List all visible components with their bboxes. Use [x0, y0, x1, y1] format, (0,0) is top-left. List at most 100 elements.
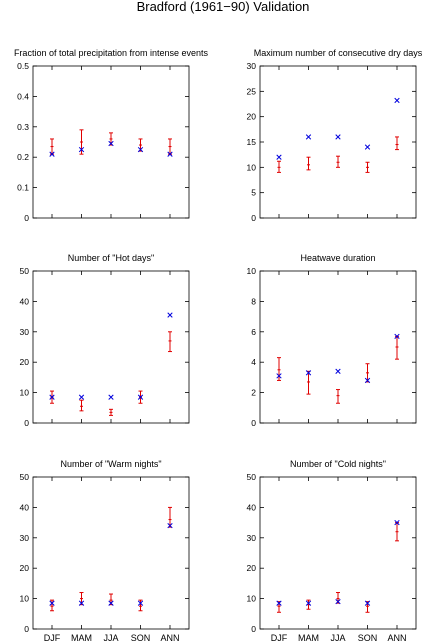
model-errorbar [277, 160, 281, 173]
observed-point [108, 394, 114, 400]
observed-point [394, 97, 400, 104]
y-tick-label: 10 [20, 388, 30, 398]
panel-title: Number of "Cold nights" [290, 459, 386, 469]
y-tick-label: 40 [247, 502, 257, 512]
y-tick-label: 0 [251, 624, 256, 634]
y-tick-label: 0 [24, 418, 29, 428]
panel-2: Maximum number of consecutive dry days 0 5… [247, 48, 423, 223]
y-tick-label: 10 [247, 266, 257, 276]
axes-frame [259, 65, 417, 219]
panel-title: Heatwave duration [300, 253, 375, 263]
axes-frame [32, 270, 190, 424]
y-tick-label: 50 [20, 472, 30, 482]
y-tick-label: 10 [20, 594, 30, 604]
model-errorbar [168, 138, 172, 155]
observed-point [108, 140, 114, 147]
model-errorbar [50, 138, 54, 155]
observed-point [364, 600, 371, 606]
panel-title: Maximum number of consecutive dry days [254, 48, 423, 58]
model-errorbar [365, 161, 370, 173]
y-tick-label: 0.1 [17, 183, 29, 193]
y-tick-label: 20 [247, 563, 257, 573]
observed-point [78, 600, 85, 606]
model-errorbar [79, 399, 84, 412]
model-errorbar [138, 599, 143, 612]
observed-point [335, 368, 341, 374]
observed-point [335, 598, 341, 605]
panel-6: Number of "Cold nights" 0 10 20 30 40 50 DJF MAM… [247, 459, 417, 643]
model-errorbar [109, 408, 113, 416]
y-tick-label: 30 [20, 533, 30, 543]
chart-panels: Fraction of total precipitation from int… [14, 48, 423, 643]
figure-title: Bradford (1961−90) Validation [137, 0, 310, 14]
observed-point [276, 373, 282, 379]
observed-point [305, 600, 312, 606]
panel-title: Number of "Warm nights" [60, 459, 161, 469]
y-tick-label: 15 [247, 137, 257, 147]
observed-point [49, 394, 55, 400]
observed-point [364, 144, 371, 150]
axes-frame [32, 476, 190, 630]
panel-3: Number of "Hot days" 0 10 20 30 40 50 [20, 253, 190, 428]
x-tick-label: MAM [298, 633, 319, 643]
y-tick-label: 20 [20, 563, 30, 573]
y-tick-label: 30 [247, 61, 257, 71]
x-tick-label: SON [358, 633, 378, 643]
observed-point [137, 600, 144, 606]
observed-point [137, 146, 144, 153]
y-tick-label: 0 [251, 213, 256, 223]
axes-frame [259, 476, 417, 630]
y-tick-label: 30 [247, 533, 257, 543]
model-errorbar [306, 156, 311, 171]
y-tick-label: 2 [251, 388, 256, 398]
panel-title: Fraction of total precipitation from int… [14, 48, 209, 58]
y-tick-label: 0.5 [17, 61, 29, 71]
x-tick-label: ANN [160, 633, 179, 643]
observed-point [108, 600, 114, 606]
y-tick-label: 10 [247, 162, 257, 172]
observed-point [167, 312, 173, 318]
observed-point [364, 377, 371, 384]
y-tick-label: 5 [251, 188, 256, 198]
model-errorbar [395, 335, 399, 360]
model-errorbar [395, 522, 399, 542]
observed-point [305, 370, 312, 376]
y-tick-label: 4 [251, 357, 256, 367]
y-tick-label: 50 [20, 266, 30, 276]
panel-title: Number of "Hot days" [68, 253, 154, 263]
observed-point [394, 519, 400, 526]
observed-point [137, 394, 144, 400]
y-tick-label: 10 [247, 594, 257, 604]
y-tick-label: 40 [20, 296, 30, 306]
observed-point [335, 134, 341, 140]
y-tick-label: 6 [251, 327, 256, 337]
model-errorbar [336, 389, 340, 404]
x-tick-label: JJA [330, 633, 345, 643]
y-tick-label: 20 [247, 112, 257, 122]
observed-point [305, 134, 312, 140]
y-tick-label: 0.3 [17, 122, 29, 132]
observed-point [78, 146, 85, 153]
y-tick-label: 25 [247, 86, 257, 96]
model-errorbar [395, 136, 399, 151]
y-tick-label: 20 [20, 357, 30, 367]
y-tick-label: 40 [20, 502, 30, 512]
model-errorbar [336, 155, 340, 168]
model-errorbar [168, 331, 172, 353]
x-tick-label: ANN [387, 633, 406, 643]
observed-point [276, 600, 282, 606]
x-tick-label: DJF [271, 633, 288, 643]
y-tick-label: 50 [247, 472, 257, 482]
observed-point [49, 151, 55, 157]
observed-point [167, 151, 173, 157]
observed-point [276, 154, 282, 160]
y-tick-label: 0.2 [17, 152, 29, 162]
model-errorbar [277, 357, 281, 381]
observed-point [78, 394, 85, 400]
panel-5: Number of "Warm nights" 0 10 20 30 40 50 DJF MAM… [20, 459, 190, 643]
panel-4: Heatwave duration 0 2 4 6 8 10 [247, 253, 417, 428]
y-tick-label: 8 [251, 296, 256, 306]
y-tick-label: 0 [24, 624, 29, 634]
observed-point [394, 333, 400, 340]
